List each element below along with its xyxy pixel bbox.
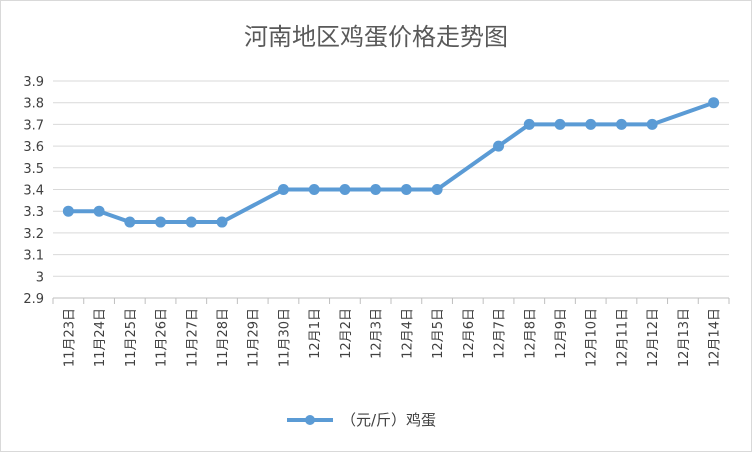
data-point: [308, 184, 320, 195]
chart-title: 河南地区鸡蛋价格走势图: [244, 23, 508, 51]
x-tick-label: 12月3日: [370, 308, 385, 359]
y-axis-ticks: 2.9 3 3.1 3.2 3.3 3.4 3.5 3.6 3.7 3.8 3.9: [23, 75, 44, 307]
y-tick-label: 3: [36, 270, 44, 285]
y-tick-label: 3.2: [23, 227, 44, 242]
x-tick-label: 12月6日: [462, 308, 477, 359]
series-layer: [62, 97, 720, 228]
x-tick-label: 11月25日: [124, 308, 139, 367]
y-tick-label: 3.4: [23, 184, 44, 199]
x-tick-label: 11月28日: [216, 308, 231, 367]
x-tick-label: 12月9日: [554, 308, 569, 359]
x-tick-label: 12月7日: [493, 308, 508, 359]
x-tick-label: 12月4日: [400, 308, 415, 359]
x-tick-label: 12月10日: [585, 308, 600, 367]
data-point: [370, 184, 382, 195]
data-point: [185, 216, 197, 228]
data-point: [155, 216, 167, 228]
data-point: [585, 118, 597, 130]
x-tick-label: 11月29日: [247, 308, 262, 367]
legend-label: （元/斤）鸡蛋: [341, 411, 436, 429]
data-point: [277, 184, 289, 195]
series-line: [68, 100, 715, 224]
y-tick-label: 3.7: [23, 118, 44, 133]
x-tick-label: 12月13日: [677, 308, 692, 367]
y-tick-label: 3.3: [23, 205, 44, 220]
y-tick-label: 3.8: [23, 97, 44, 112]
data-point: [431, 184, 443, 195]
data-point: [400, 184, 412, 195]
x-tick-label: 11月24日: [93, 308, 108, 367]
x-tick-label: 12月1日: [308, 308, 323, 359]
data-point: [523, 118, 535, 130]
x-tick-label: 12月5日: [431, 308, 446, 359]
data-point: [93, 205, 105, 217]
x-tick-label: 12月2日: [339, 308, 354, 359]
data-point: [216, 216, 228, 228]
x-tick-label: 12月14日: [708, 308, 723, 367]
y-tick-label: 3.1: [23, 249, 44, 264]
y-tick-label: 3.9: [23, 75, 44, 90]
legend: （元/斤）鸡蛋: [287, 411, 436, 429]
x-tick-label: 11月27日: [185, 308, 200, 367]
x-tick-label: 12月12日: [646, 308, 661, 367]
data-point: [493, 140, 505, 152]
x-tick-label: 11月23日: [62, 308, 77, 367]
legend-marker-swatch: [305, 415, 315, 425]
data-point: [339, 184, 351, 195]
data-point: [646, 118, 658, 130]
data-point: [615, 118, 627, 130]
x-tick-label: 12月11日: [615, 308, 630, 367]
x-tick-label: 11月26日: [155, 308, 170, 367]
x-axis: 11月23日 11月24日 11月25日 11月26日 11月27日 11月28日 11月2…: [52, 297, 730, 367]
data-point: [124, 216, 136, 228]
y-tick-label: 3.6: [23, 140, 44, 155]
y-tick-label: 3.5: [23, 162, 44, 177]
x-tick-label: 11月30日: [277, 308, 292, 367]
data-point: [708, 97, 720, 109]
x-tick-label: 12月8日: [523, 308, 538, 359]
data-point: [554, 118, 566, 130]
data-point: [62, 205, 74, 217]
y-tick-label: 2.9: [23, 292, 44, 307]
